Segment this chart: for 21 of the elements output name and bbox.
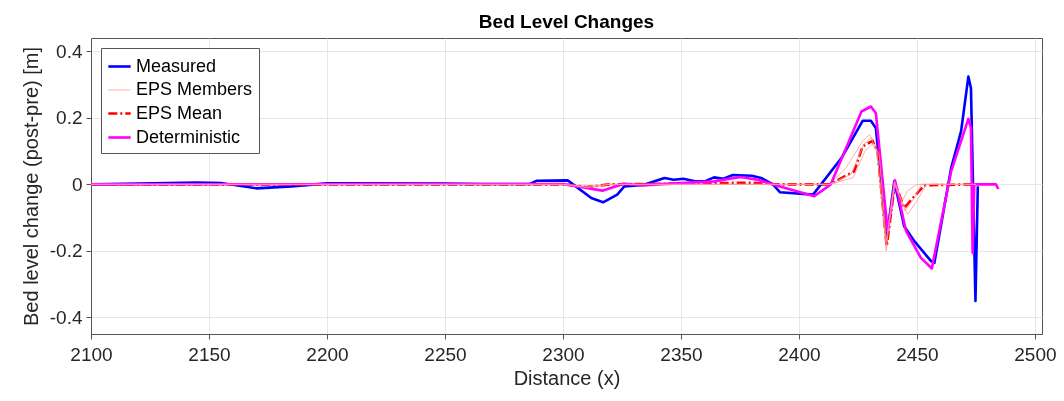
legend-label: Measured (136, 55, 217, 76)
chart-title: Bed Level Changes (478, 11, 655, 32)
x-tick-label: 2400 (778, 343, 821, 365)
y-tick-label: 0.2 (56, 107, 83, 129)
y-tick-label: -0.2 (49, 240, 83, 262)
x-tick-label: 2350 (660, 343, 703, 365)
y-tick-label: 0.4 (56, 40, 83, 62)
legend-label: EPS Members (136, 79, 253, 99)
y-axis-title: Bed level change (post-pre) [m] (19, 46, 42, 327)
x-axis-title: Distance (x) (513, 366, 621, 389)
y-tick-label: 0 (71, 173, 83, 195)
y-tick-label: -0.4 (49, 306, 83, 328)
x-tick-label: 2150 (188, 343, 231, 365)
x-tick-label: 2250 (424, 343, 467, 365)
legend-label: Deterministic (136, 126, 241, 147)
x-tick-label: 2500 (1014, 343, 1057, 365)
x-tick-label: 2450 (896, 343, 939, 365)
x-tick-label: 2300 (542, 343, 585, 365)
x-tick-label: 2200 (306, 343, 349, 365)
legend-label: EPS Mean (136, 102, 223, 123)
x-tick-label: 2100 (70, 343, 113, 365)
